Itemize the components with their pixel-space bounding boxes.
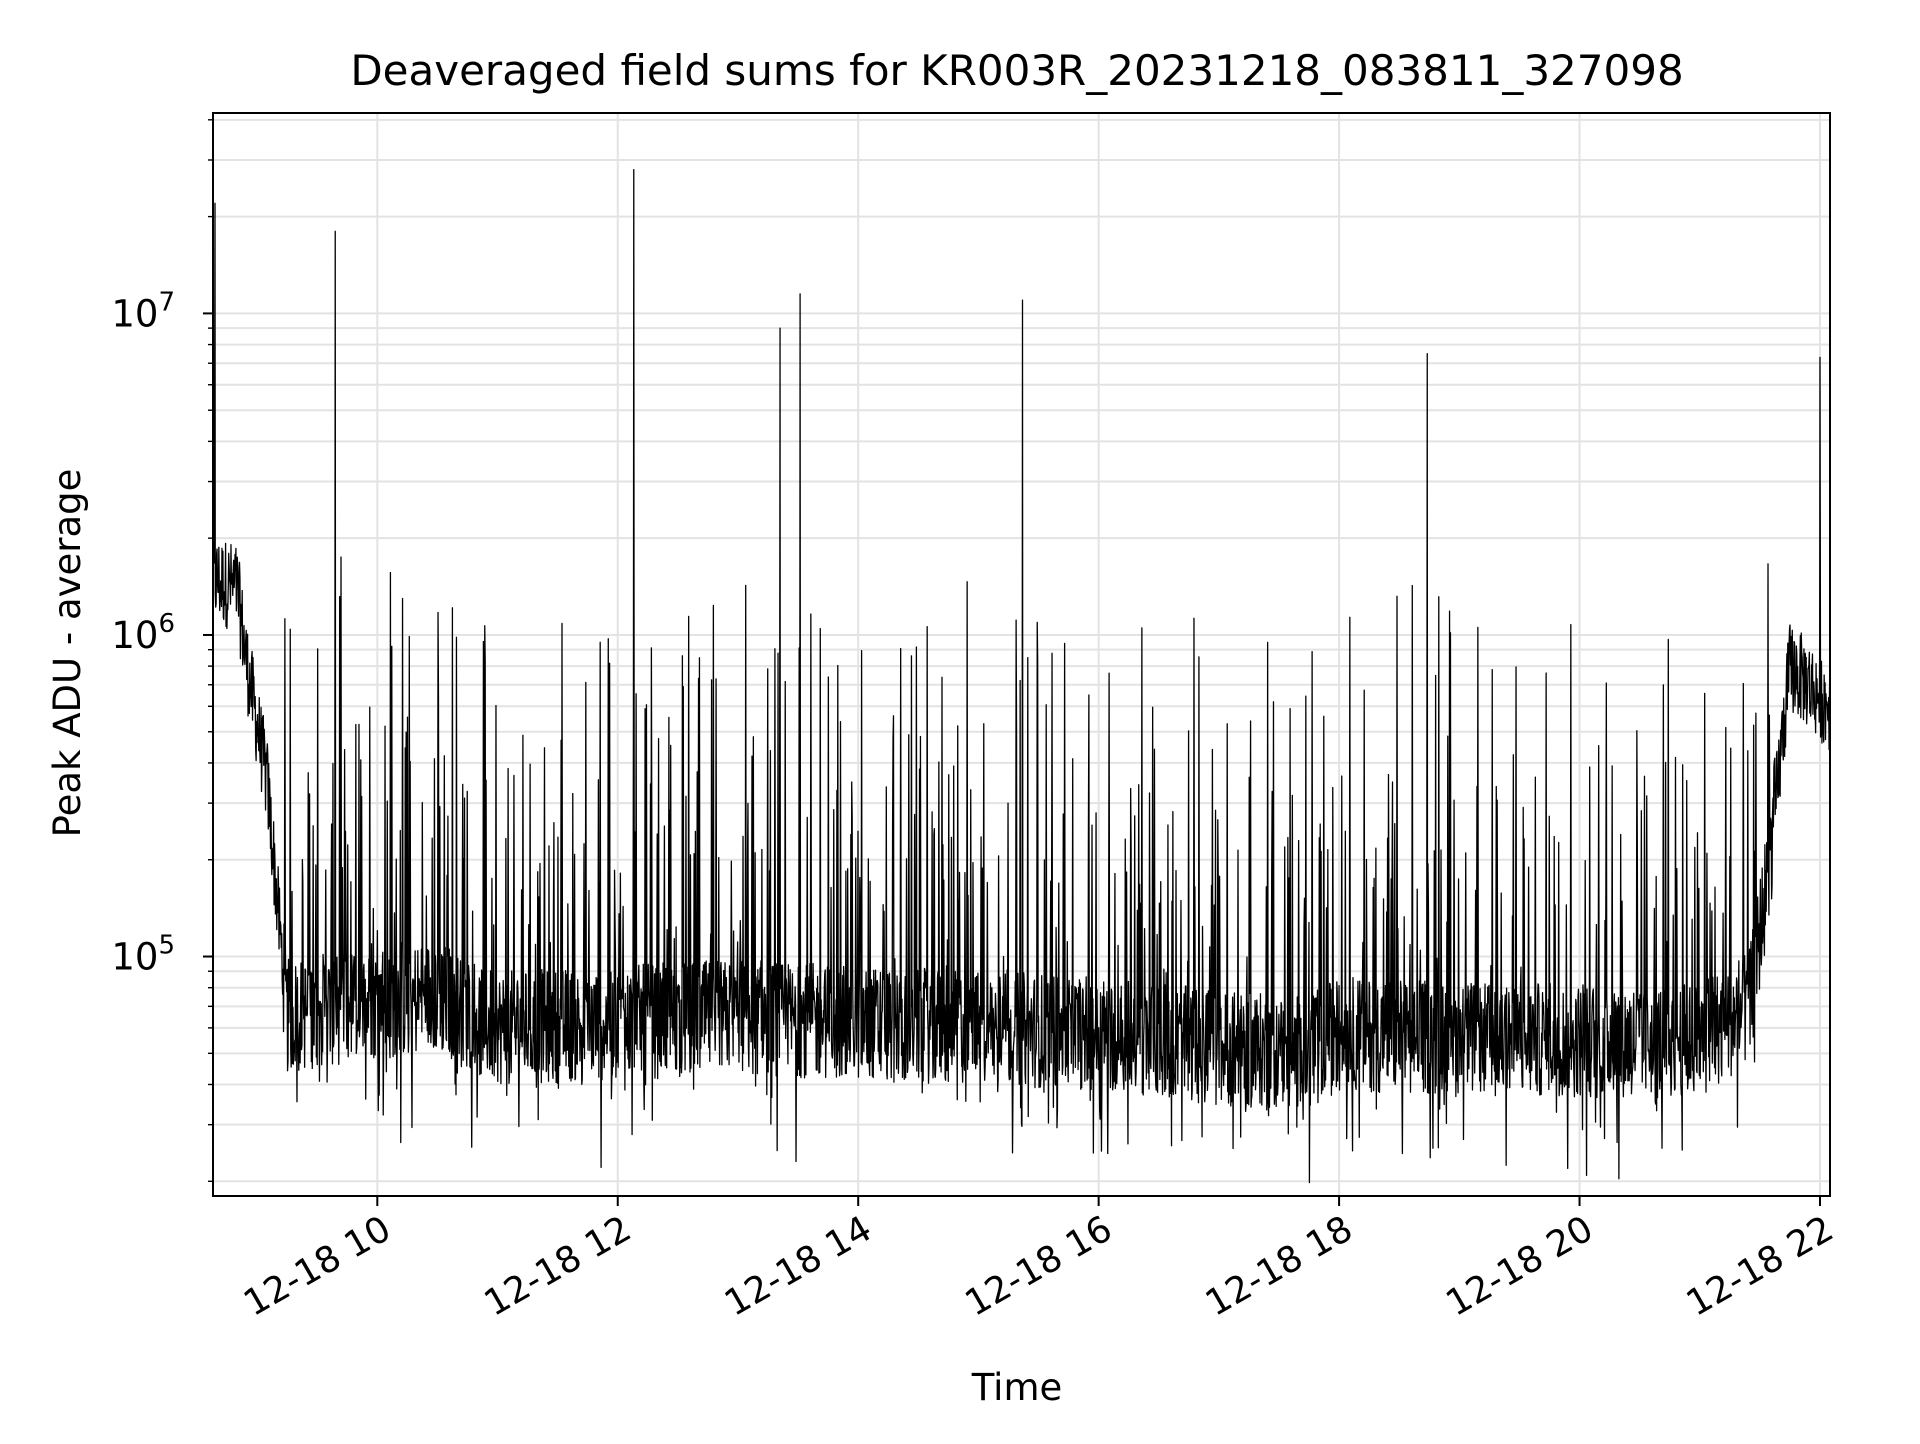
plot-area xyxy=(212,168,1831,1184)
y-tick-label: 107 xyxy=(111,287,175,335)
y-tick-label: 106 xyxy=(111,609,175,657)
plot-frame xyxy=(212,112,1831,1197)
series-line xyxy=(212,168,1831,1184)
y-axis-label: Peak ADU - average xyxy=(46,469,89,838)
chart-title: Deaveraged field sums for KR003R_2023121… xyxy=(350,46,1683,95)
y-tick-label: 105 xyxy=(111,931,175,979)
x-axis-label: Time xyxy=(971,1366,1063,1409)
